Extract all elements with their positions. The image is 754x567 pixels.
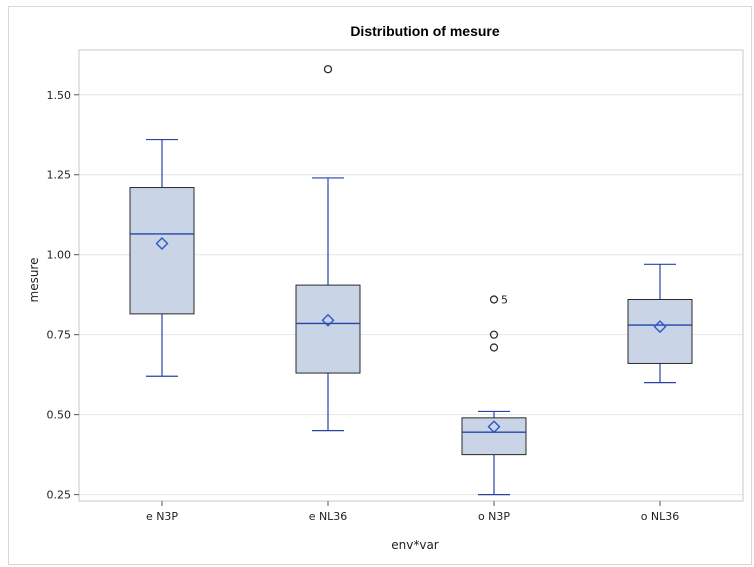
iqr-box	[129, 187, 195, 315]
box-plot-chart: Distribution of mesure env*var mesure 0.…	[27, 23, 744, 552]
mean-marker	[321, 313, 335, 327]
plot-area-border	[78, 49, 744, 502]
mean-marker	[653, 320, 667, 334]
iqr-box	[461, 417, 527, 456]
outlier-point	[489, 295, 499, 304]
y-tick-label: 0.50	[47, 409, 72, 422]
x-tick-label: e N3P	[146, 510, 178, 523]
x-tick-label: o NL36	[641, 510, 680, 523]
outlier-point	[489, 330, 499, 339]
x-axis-label: env*var	[391, 538, 439, 552]
mean-marker	[487, 420, 501, 434]
x-tick-label: e NL36	[309, 510, 348, 523]
y-tick-label: 1.25	[47, 169, 72, 182]
y-tick-label: 0.25	[47, 489, 72, 502]
mean-marker	[155, 237, 169, 251]
chart-frame: Distribution of mesure env*var mesure 0.…	[8, 6, 752, 565]
outlier-point	[323, 65, 333, 74]
y-tick-label: 0.75	[47, 329, 72, 342]
outlier-label: 5	[501, 293, 508, 306]
outlier-point	[489, 343, 499, 352]
y-tick-label: 1.50	[47, 89, 72, 102]
y-tick-label: 1.00	[47, 249, 72, 262]
chart-title: Distribution of mesure	[350, 23, 500, 39]
iqr-box	[295, 284, 361, 374]
x-tick-label: o N3P	[478, 510, 510, 523]
y-axis-label: mesure	[27, 258, 41, 303]
